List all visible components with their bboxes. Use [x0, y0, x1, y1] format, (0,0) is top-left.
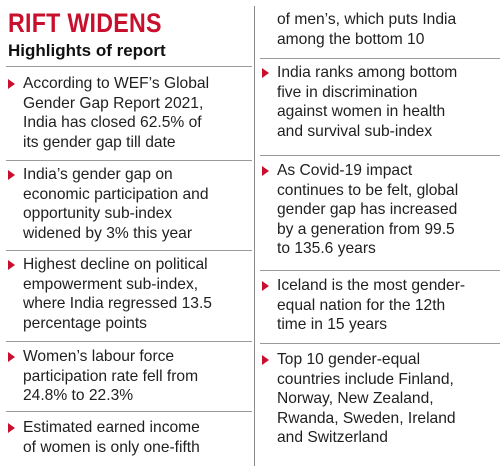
triangle-bullet-icon [8, 423, 15, 433]
triangle-bullet-icon [8, 79, 15, 89]
list-item-text: of men’s, which puts India among the bot… [277, 11, 457, 48]
item-separator [6, 66, 252, 67]
headline: RIFT WIDENS [8, 8, 162, 38]
list-item-text: Iceland is the most gender- equal nation… [277, 277, 466, 333]
triangle-bullet-icon [262, 355, 269, 365]
list-item: Women’s labour force participation rate … [6, 347, 252, 406]
list-item-text: Highest decline on political empowerment… [23, 256, 212, 332]
list-item: As Covid-19 impact continues to be felt,… [260, 161, 500, 259]
item-separator [6, 411, 252, 412]
item-separator [260, 58, 500, 59]
list-item-text: Top 10 gender-equal countries include Fi… [277, 351, 456, 446]
item-separator [260, 343, 500, 344]
list-item-text: Estimated earned income of women is only… [23, 419, 200, 456]
list-item: India ranks among bottom five in discrim… [260, 63, 500, 141]
item-separator [6, 341, 252, 342]
item-separator [260, 270, 500, 271]
triangle-bullet-icon [8, 352, 15, 362]
subheadline: Highlights of report [8, 41, 166, 60]
list-item: India’s gender gap on economic participa… [6, 165, 252, 243]
list-item-text: India ranks among bottom five in discrim… [277, 64, 458, 140]
triangle-bullet-icon [262, 68, 269, 78]
item-separator [6, 250, 252, 251]
triangle-bullet-icon [262, 281, 269, 291]
triangle-bullet-icon [8, 170, 15, 180]
list-item: Top 10 gender-equal countries include Fi… [260, 350, 500, 448]
list-item: Iceland is the most gender- equal nation… [260, 276, 500, 335]
triangle-bullet-icon [262, 166, 269, 176]
item-separator [6, 160, 252, 161]
list-item-text: India’s gender gap on economic participa… [23, 166, 209, 242]
triangle-bullet-icon [8, 260, 15, 270]
list-item-text: Women’s labour force participation rate … [23, 348, 199, 404]
column-divider [254, 6, 255, 466]
item-separator [260, 155, 500, 156]
list-item: According to WEF’s Global Gender Gap Rep… [6, 74, 252, 152]
list-item: Estimated earned income of women is only… [6, 418, 252, 457]
list-item-text: As Covid-19 impact continues to be felt,… [277, 162, 459, 257]
list-item-continuation: of men’s, which puts India among the bot… [260, 10, 500, 49]
list-item: Highest decline on political empowerment… [6, 255, 252, 333]
list-item-text: According to WEF’s Global Gender Gap Rep… [23, 75, 210, 151]
